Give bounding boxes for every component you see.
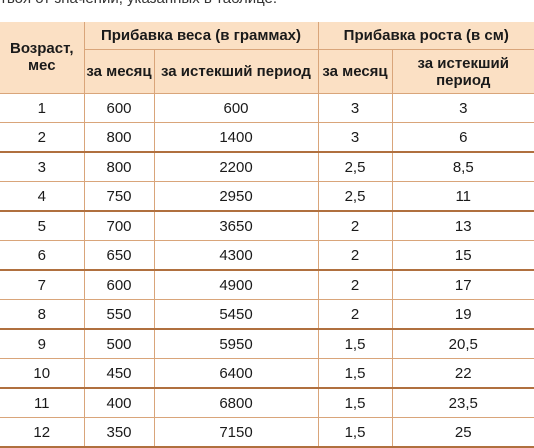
table-row: 12 350 7150 1,5 25 xyxy=(0,417,534,448)
cell-age: 6 xyxy=(0,240,85,271)
cell-weight-elapsed: 2950 xyxy=(153,181,319,212)
cell-age: 12 xyxy=(0,417,85,448)
cell-height-per-month: 2 xyxy=(317,240,393,271)
cell-height-per-month: 1,5 xyxy=(317,388,393,418)
table-row: 8 550 5450 2 19 xyxy=(0,299,534,330)
cell-weight-elapsed: 6400 xyxy=(153,358,319,389)
cell-weight-elapsed: 2200 xyxy=(153,152,319,182)
cell-weight-per-month: 700 xyxy=(83,211,155,241)
cell-weight-per-month: 600 xyxy=(83,270,155,300)
table-row: 11 400 6800 1,5 23,5 xyxy=(0,388,534,418)
cell-weight-per-month: 450 xyxy=(83,358,155,389)
cell-age: 10 xyxy=(0,358,85,389)
header-height-per-month: за месяц xyxy=(317,49,393,94)
cell-height-elapsed: 13 xyxy=(391,211,534,241)
cell-height-elapsed: 15 xyxy=(391,240,534,271)
cell-height-elapsed: 11 xyxy=(391,181,534,212)
table-row: 5 700 3650 2 13 xyxy=(0,211,534,241)
cell-height-per-month: 2 xyxy=(317,211,393,241)
table-row: 3 800 2200 2,5 8,5 xyxy=(0,152,534,182)
cell-height-per-month: 3 xyxy=(317,122,393,153)
table-row: 10 450 6400 1,5 22 xyxy=(0,358,534,389)
cell-weight-per-month: 350 xyxy=(83,417,155,448)
cell-age: 2 xyxy=(0,122,85,153)
weight-height-gain-table: Возраст, мес Прибавка веса (в граммах) П… xyxy=(0,22,534,448)
cell-height-elapsed: 8,5 xyxy=(391,152,534,182)
cell-age: 4 xyxy=(0,181,85,212)
cell-height-elapsed: 22 xyxy=(391,358,534,389)
table-header: Возраст, мес Прибавка веса (в граммах) П… xyxy=(0,22,534,94)
cell-height-per-month: 2,5 xyxy=(317,181,393,212)
cell-age: 5 xyxy=(0,211,85,241)
cell-height-per-month: 2 xyxy=(317,270,393,300)
cell-weight-per-month: 400 xyxy=(83,388,155,418)
header-weight-gain: Прибавка веса (в граммах) xyxy=(83,22,319,50)
table-row: 9 500 5950 1,5 20,5 xyxy=(0,329,534,359)
cell-weight-elapsed: 3650 xyxy=(153,211,319,241)
table-row: 1 600 600 3 3 xyxy=(0,93,534,123)
cell-weight-elapsed: 6800 xyxy=(153,388,319,418)
header-height-gain: Прибавка роста (в см) xyxy=(317,22,534,50)
cell-height-elapsed: 3 xyxy=(391,93,534,123)
table-row: 7 600 4900 2 17 xyxy=(0,270,534,300)
cell-height-per-month: 1,5 xyxy=(317,417,393,448)
cell-weight-per-month: 500 xyxy=(83,329,155,359)
table-body: 1 600 600 3 3 2 800 1400 3 6 3 800 2200 2,5 8,5 4 750 295… xyxy=(0,93,534,448)
cell-age: 8 xyxy=(0,299,85,330)
cell-weight-elapsed: 5950 xyxy=(153,329,319,359)
cell-weight-elapsed: 4300 xyxy=(153,240,319,271)
cell-weight-per-month: 800 xyxy=(83,152,155,182)
cell-weight-per-month: 600 xyxy=(83,93,155,123)
cell-age: 1 xyxy=(0,93,85,123)
cell-weight-elapsed: 7150 xyxy=(153,417,319,448)
cell-height-per-month: 2 xyxy=(317,299,393,330)
cell-weight-per-month: 750 xyxy=(83,181,155,212)
cell-height-elapsed: 23,5 xyxy=(391,388,534,418)
cell-height-elapsed: 19 xyxy=(391,299,534,330)
table-row: 6 650 4300 2 15 xyxy=(0,240,534,271)
cell-age: 3 xyxy=(0,152,85,182)
cell-height-per-month: 1,5 xyxy=(317,358,393,389)
header-age: Возраст, мес xyxy=(0,22,85,94)
cell-weight-elapsed: 1400 xyxy=(153,122,319,153)
cell-weight-per-month: 550 xyxy=(83,299,155,330)
cell-age: 11 xyxy=(0,388,85,418)
cell-weight-elapsed: 4900 xyxy=(153,270,319,300)
header-weight-elapsed: за истекший период xyxy=(153,49,319,94)
cell-weight-elapsed: 600 xyxy=(153,93,319,123)
cell-height-per-month: 2,5 xyxy=(317,152,393,182)
cell-age: 7 xyxy=(0,270,85,300)
cell-height-elapsed: 6 xyxy=(391,122,534,153)
cell-weight-per-month: 800 xyxy=(83,122,155,153)
table-row: 4 750 2950 2,5 11 xyxy=(0,181,534,212)
cell-weight-per-month: 650 xyxy=(83,240,155,271)
cell-height-elapsed: 17 xyxy=(391,270,534,300)
cell-height-per-month: 1,5 xyxy=(317,329,393,359)
cell-height-elapsed: 25 xyxy=(391,417,534,448)
header-weight-per-month: за месяц xyxy=(84,49,155,94)
cell-weight-elapsed: 5450 xyxy=(153,299,319,330)
header-height-elapsed: за истекший период xyxy=(391,49,534,94)
cell-height-elapsed: 20,5 xyxy=(391,329,534,359)
table-row: 2 800 1400 3 6 xyxy=(0,122,534,153)
cell-age: 9 xyxy=(0,329,85,359)
cell-height-per-month: 3 xyxy=(317,93,393,123)
intro-text-fragment: твоя от значений, указанных в таблице. xyxy=(0,0,534,8)
